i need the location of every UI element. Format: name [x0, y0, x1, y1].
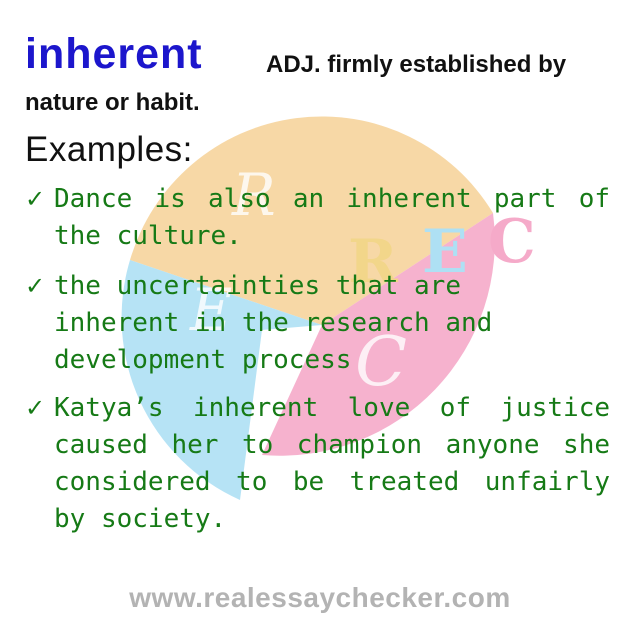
example-item: ✓ Katya’s inherent love of justice cause…: [25, 390, 610, 538]
watermark-letter-c-small: C: [355, 323, 407, 402]
watermark-left-segment: [121, 260, 322, 500]
watermark-top-segment: [130, 116, 493, 325]
example-text: Katya’s inherent love of justice caused …: [54, 393, 610, 534]
example-item: ✓ Dance is also an inherent part of the …: [25, 181, 610, 255]
checkmark-icon: ✓: [25, 272, 46, 300]
checkmark-icon: ✓: [25, 394, 46, 422]
definition: ADJ. firmly established by nature or hab…: [25, 51, 567, 116]
checkmark-icon: ✓: [25, 185, 46, 213]
example-text: Dance is also an inherent part of the cu…: [54, 184, 610, 251]
watermark-letter-e-large: E: [422, 217, 468, 287]
examples-heading: Examples:: [25, 130, 193, 169]
watermark-letter-e-small: E: [189, 276, 232, 344]
headword: inherent: [25, 30, 203, 78]
watermark-right-segment: [262, 213, 495, 456]
website-url: www.realessaychecker.com: [129, 582, 511, 613]
watermark-letter-r-large: R: [348, 227, 399, 297]
watermark-letter-c-large: C: [488, 207, 536, 277]
example-text: the uncertainties that are inherent in t…: [54, 271, 493, 375]
example-item: ✓ the uncertainties that are inherent in…: [25, 268, 610, 379]
watermark-letter-r-small: R: [231, 161, 276, 229]
